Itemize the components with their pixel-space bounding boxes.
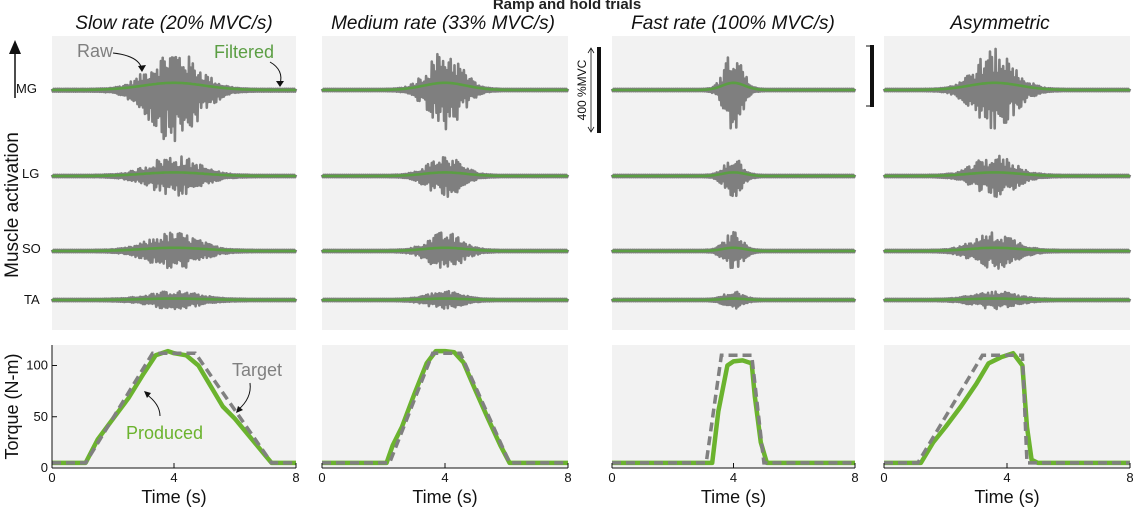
y-axis-label: Torque (N-m)	[2, 353, 22, 459]
target-line-0	[52, 351, 296, 465]
y-tick-label-50: 50	[34, 409, 48, 424]
y-tick-label-100: 100	[26, 358, 48, 373]
x-tick-label-2-0: 0	[608, 470, 615, 485]
scale-bar-group: 400 %MVC	[575, 45, 874, 133]
emg-filtered-mg	[322, 81, 568, 92]
emg-filtered-mg	[52, 81, 296, 92]
emg-filtered-ta	[884, 297, 1130, 302]
muscle-label-ta: TA	[24, 292, 40, 307]
panel-title-asymmetric: Asymmetric	[949, 13, 1050, 34]
scale-bar	[597, 47, 601, 133]
panel-title-medium: Medium rate (33% MVC/s)	[331, 13, 555, 34]
emg-filtered-ta	[322, 297, 568, 302]
emg-filtered-lg	[52, 171, 296, 178]
scale-bar-dim-top	[587, 47, 595, 54]
x-tick-label-3-8: 8	[1126, 470, 1133, 485]
muscle-label-so: SO	[22, 241, 41, 256]
muscle-label-lg: LG	[22, 166, 39, 181]
target-line-2	[612, 353, 855, 465]
scale-bar-right	[870, 45, 874, 107]
emg-filtered-ta	[612, 297, 855, 302]
x-tick-label-1-8: 8	[564, 470, 571, 485]
emg-filtered-so	[52, 246, 296, 253]
torque-panels: 0 4 8 Time (s) 0 50 100 Torque (N-m) 0 4 8 Time (s)…	[2, 345, 1134, 507]
emg-panels	[50, 36, 1132, 330]
x-tick-label-1-4: 4	[441, 470, 448, 485]
panel-title-slow: Slow rate (20% MVC/s)	[75, 13, 272, 34]
scale-bar-dim-bottom	[587, 126, 595, 133]
x-axis-label-3: Time (s)	[974, 487, 1039, 507]
panel-titles: Slow rate (20% MVC/s) Medium rate (33% M…	[75, 13, 1050, 34]
scale-bar-label: 400 %MVC	[575, 59, 589, 120]
filtered-arrow-head	[276, 81, 284, 87]
x-tick-label-0-0: 0	[48, 470, 55, 485]
x-tick-label-3-4: 4	[1003, 470, 1010, 485]
produced-label: Produced	[126, 423, 203, 443]
target-label: Target	[232, 360, 282, 380]
x-axis-label-0: Time (s)	[141, 487, 206, 507]
emg-filtered-so	[612, 246, 855, 253]
muscle-activation-axis: Muscle activation	[2, 40, 23, 278]
emg-filtered-lg	[884, 171, 1130, 178]
x-tick-label-3-0: 0	[880, 470, 887, 485]
muscle-activation-label: Muscle activation	[2, 132, 23, 278]
raw-arrow-head	[138, 65, 146, 72]
x-axis-label-2: Time (s)	[701, 487, 766, 507]
x-axis-label-1: Time (s)	[412, 487, 477, 507]
produced-line-3	[884, 350, 1130, 466]
emg-filtered-lg	[612, 171, 855, 178]
produced-line-1	[322, 348, 568, 466]
activation-arrow-head	[9, 40, 21, 54]
x-tick-label-1-0: 0	[318, 470, 325, 485]
emg-filtered-lg	[322, 171, 568, 178]
muscle-label-mg: MG	[16, 81, 37, 96]
produced-arrow-head	[144, 391, 151, 398]
x-tick-label-0-4: 4	[170, 470, 177, 485]
torque-panel-bg-1	[322, 345, 568, 468]
emg-filtered-ta	[52, 297, 296, 302]
torque-panel-bg-3	[884, 345, 1130, 468]
x-tick-label-0-8: 8	[292, 470, 299, 485]
emg-filtered-so	[884, 246, 1130, 253]
emg-filtered-so	[322, 246, 568, 253]
panel-title-fast: Fast rate (100% MVC/s)	[631, 13, 835, 34]
y-tick-label-0: 0	[41, 460, 48, 475]
emg-annotations: Raw Filtered	[77, 41, 284, 87]
target-line-3	[884, 353, 1130, 465]
torque-panel-bg-2	[612, 345, 855, 468]
muscle-labels: MG LG SO TA	[16, 81, 41, 307]
emg-filtered-mg	[884, 81, 1130, 92]
raw-label: Raw	[77, 41, 114, 61]
figure-title: Ramp and hold trials	[493, 0, 641, 13]
filtered-label: Filtered	[214, 42, 274, 62]
x-tick-label-2-4: 4	[730, 470, 737, 485]
emg-filtered-mg	[612, 81, 855, 92]
target-arrow-head	[236, 406, 243, 413]
torque-annotations: Produced Target	[126, 360, 282, 443]
x-tick-label-2-8: 8	[851, 470, 858, 485]
target-line-1	[322, 351, 568, 465]
